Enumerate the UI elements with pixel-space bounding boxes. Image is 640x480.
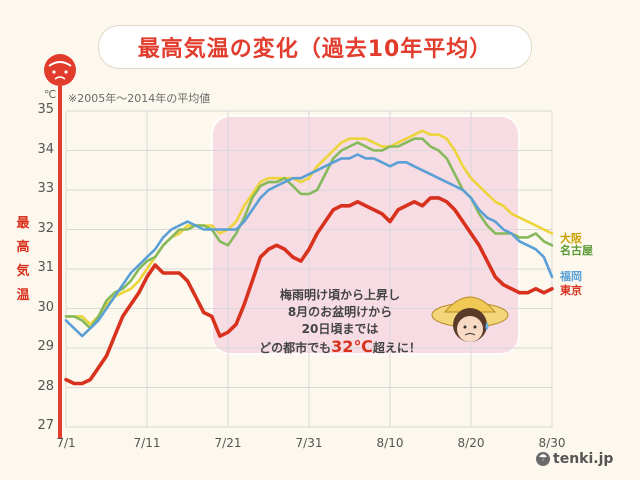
annotation-line-4: どの都市でも32℃超えに！ (250, 338, 430, 357)
series-label-nagoya: 名古屋 (560, 244, 593, 257)
period-note: ※2005年～2014年の平均値 (68, 92, 211, 105)
x-tick-label: 7/1 (56, 436, 76, 450)
series-line-fukuoka (64, 153, 554, 338)
y-tick-label: 28 (37, 378, 54, 394)
y-tick-label: 33 (37, 181, 54, 196)
y-axis-label: 最高気温 (16, 216, 30, 303)
y-tick-label: 34 (37, 141, 54, 157)
series-lines (64, 129, 554, 386)
annotation-emphasis: 32℃ (331, 337, 373, 356)
logo-text: tenki.jp (553, 451, 614, 467)
y-tick-label: 27 (37, 418, 54, 433)
sweating-face-icon (431, 296, 509, 342)
thermometer-icon (44, 54, 76, 438)
y-axis-unit: ℃ (44, 88, 57, 101)
y-tick-label: 35 (37, 102, 54, 117)
y-tick-label: 32 (37, 220, 54, 236)
x-tick-label: 7/21 (214, 436, 242, 450)
annotation-line-4-post: 超えに！ (372, 341, 421, 355)
y-tick-label: 30 (37, 299, 54, 315)
annotation-box: 梅雨明け頃から上昇し 8月のお盆明けから 20日頃までは どの都市でも32℃超え… (250, 287, 430, 357)
series-label-tokyo: 東京 (560, 284, 582, 297)
y-tick-label: 31 (37, 260, 54, 275)
series-label-fukuoka: 福岡 (560, 270, 582, 283)
annotation-line-2: 8月のお盆明けから (287, 305, 393, 319)
x-tick-label: 8/30 (538, 436, 566, 450)
x-tick-label: 7/31 (295, 436, 323, 450)
annotation-line-1: 梅雨明け頃から上昇し (279, 288, 400, 302)
x-tick-label: 8/20 (457, 436, 485, 450)
logo-icon: ☂ (536, 452, 550, 466)
series-line-tokyo (64, 196, 554, 386)
grid (65, 110, 553, 428)
annotation-line-4-pre: どの都市でも (259, 341, 332, 355)
annotation-line-3: 20日頃までは (301, 322, 379, 336)
highlight-region (211, 115, 520, 355)
x-tick-label: 7/11 (133, 436, 161, 450)
x-tick-label: 8/10 (376, 436, 404, 450)
y-tick-label: 29 (37, 339, 54, 354)
series-line-osaka (64, 129, 554, 326)
series-label-osaka: 大阪 (560, 232, 582, 245)
chart-title: 最高気温の変化（過去10年平均） (98, 25, 532, 69)
